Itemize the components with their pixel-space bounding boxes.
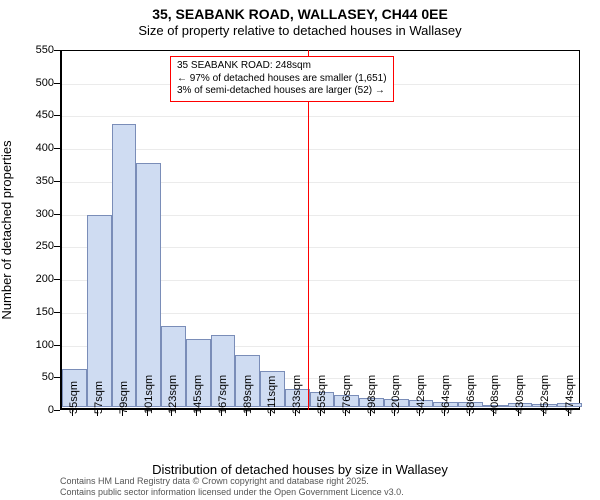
x-tick-label: 167sqm	[217, 375, 229, 414]
x-tick-label: 255sqm	[316, 375, 328, 414]
y-tick-label: 550	[36, 44, 60, 56]
x-axis-label: Distribution of detached houses by size …	[0, 462, 600, 477]
x-tick-label: 408sqm	[489, 375, 501, 414]
y-tick-label: 400	[36, 142, 60, 154]
x-tick-label: 233sqm	[291, 375, 303, 414]
x-tick-label: 57sqm	[93, 381, 105, 414]
footer-line: Contains public sector information licen…	[60, 487, 404, 498]
x-tick-label: 320sqm	[390, 375, 402, 414]
x-tick-label: 386sqm	[465, 375, 477, 414]
x-tick-label: 189sqm	[242, 375, 254, 414]
footer-line: Contains HM Land Registry data © Crown c…	[60, 476, 404, 487]
histogram-bar	[112, 124, 137, 407]
callout-line: 3% of semi-detached houses are larger (5…	[177, 85, 387, 98]
x-tick-label: 364sqm	[440, 375, 452, 414]
y-axis-label: Number of detached properties	[0, 140, 14, 319]
y-tick-label: 450	[36, 109, 60, 121]
histogram-bar	[136, 163, 161, 407]
x-tick-label: 276sqm	[341, 375, 353, 414]
callout-line: 35 SEABANK ROAD: 248sqm	[177, 60, 387, 73]
x-tick-label: 430sqm	[514, 375, 526, 414]
y-tick-label: 100	[36, 339, 60, 351]
x-tick-label: 211sqm	[266, 376, 278, 414]
chart-footer: Contains HM Land Registry data © Crown c…	[60, 476, 404, 498]
x-tick-label: 35sqm	[68, 381, 80, 414]
y-tick-label: 250	[36, 240, 60, 252]
x-tick-label: 79sqm	[118, 381, 130, 414]
y-tick-label: 350	[36, 175, 60, 187]
y-tick-label: 500	[36, 77, 60, 89]
histogram-bar	[87, 215, 112, 407]
chart-title: 35, SEABANK ROAD, WALLASEY, CH44 0EE	[0, 0, 600, 23]
y-tick-label: 300	[36, 208, 60, 220]
reference-line	[308, 50, 309, 410]
x-tick-label: 298sqm	[366, 375, 378, 414]
grid-line	[62, 116, 579, 117]
y-tick-label: 50	[42, 371, 60, 383]
y-tick-label: 150	[36, 306, 60, 318]
x-tick-label: 342sqm	[415, 375, 427, 414]
y-tick-label: 0	[48, 404, 60, 416]
x-tick-label: 101sqm	[143, 375, 155, 414]
y-tick-label: 200	[36, 273, 60, 285]
plot-frame: Number of detached properties 35 SEABANK…	[60, 50, 580, 410]
x-tick-label: 123sqm	[167, 375, 179, 414]
x-tick-label: 145sqm	[192, 375, 204, 414]
plot-area	[60, 50, 580, 410]
x-tick-label: 452sqm	[539, 375, 551, 414]
x-tick-label: 474sqm	[564, 375, 576, 414]
callout-line: ← 97% of detached houses are smaller (1,…	[177, 73, 387, 86]
callout-box: 35 SEABANK ROAD: 248sqm ← 97% of detache…	[170, 56, 394, 102]
grid-line	[62, 149, 579, 150]
chart-subtitle: Size of property relative to detached ho…	[0, 23, 600, 39]
